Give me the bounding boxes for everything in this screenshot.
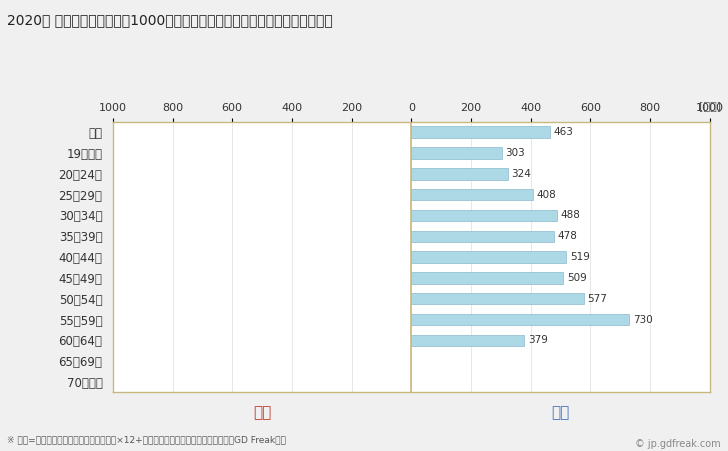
Text: 男性: 男性: [551, 405, 570, 420]
Text: 女性: 女性: [253, 405, 272, 420]
Bar: [411, 210, 557, 221]
Text: [万円]: [万円]: [699, 101, 721, 111]
Bar: [411, 251, 566, 263]
Bar: [411, 314, 629, 325]
Text: 478: 478: [558, 231, 577, 241]
Text: 324: 324: [512, 169, 531, 179]
Bar: [411, 147, 502, 159]
Bar: [411, 126, 550, 138]
Bar: [411, 168, 508, 179]
Bar: [411, 189, 533, 200]
Text: 463: 463: [553, 127, 573, 137]
Text: 303: 303: [505, 148, 525, 158]
Text: 509: 509: [567, 273, 587, 283]
Bar: [411, 272, 563, 284]
Text: 2020年 民間企業（従業者数1000人以上）フルタイム労働者の男女別平均年収: 2020年 民間企業（従業者数1000人以上）フルタイム労働者の男女別平均年収: [7, 14, 333, 28]
Bar: [411, 230, 554, 242]
Text: 488: 488: [561, 211, 580, 221]
Text: ※ 年収=「きまって支給する現金給与額」×12+「年間賞与その他特別給与額」としてGD Freak推計: ※ 年収=「きまって支給する現金給与額」×12+「年間賞与その他特別給与額」とし…: [7, 435, 286, 444]
Bar: [411, 335, 524, 346]
Text: © jp.gdfreak.com: © jp.gdfreak.com: [635, 439, 721, 449]
Text: 730: 730: [633, 314, 652, 325]
Text: 379: 379: [528, 336, 548, 345]
Bar: [411, 293, 584, 304]
Text: 577: 577: [587, 294, 607, 304]
Text: 519: 519: [570, 252, 590, 262]
Text: 408: 408: [537, 189, 556, 200]
